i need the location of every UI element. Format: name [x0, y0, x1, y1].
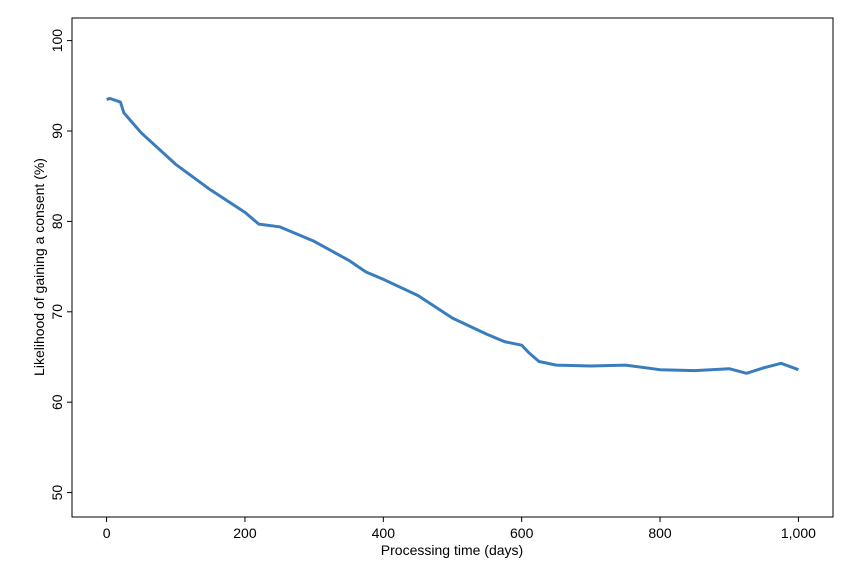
x-axis-title: Processing time (days)	[381, 542, 523, 558]
data-line	[106, 97, 799, 375]
y-axis-title: Likelihood of gaining a consent (%)	[31, 158, 47, 376]
y-tick-label: 80	[49, 213, 65, 229]
plot-frame	[71, 17, 834, 518]
x-tick-label: 0	[103, 525, 111, 541]
x-tick-label: 200	[233, 525, 257, 541]
x-tick-label: 400	[372, 525, 396, 541]
y-tick-label: 70	[49, 304, 65, 320]
y-tick-label: 90	[49, 123, 65, 139]
x-tick-label: 1,000	[781, 525, 816, 541]
x-tick-label: 600	[510, 525, 534, 541]
y-tick-label: 50	[49, 485, 65, 501]
y-tick-label: 100	[49, 29, 65, 53]
x-tick-label: 800	[648, 525, 672, 541]
y-tick-label: 60	[49, 394, 65, 410]
